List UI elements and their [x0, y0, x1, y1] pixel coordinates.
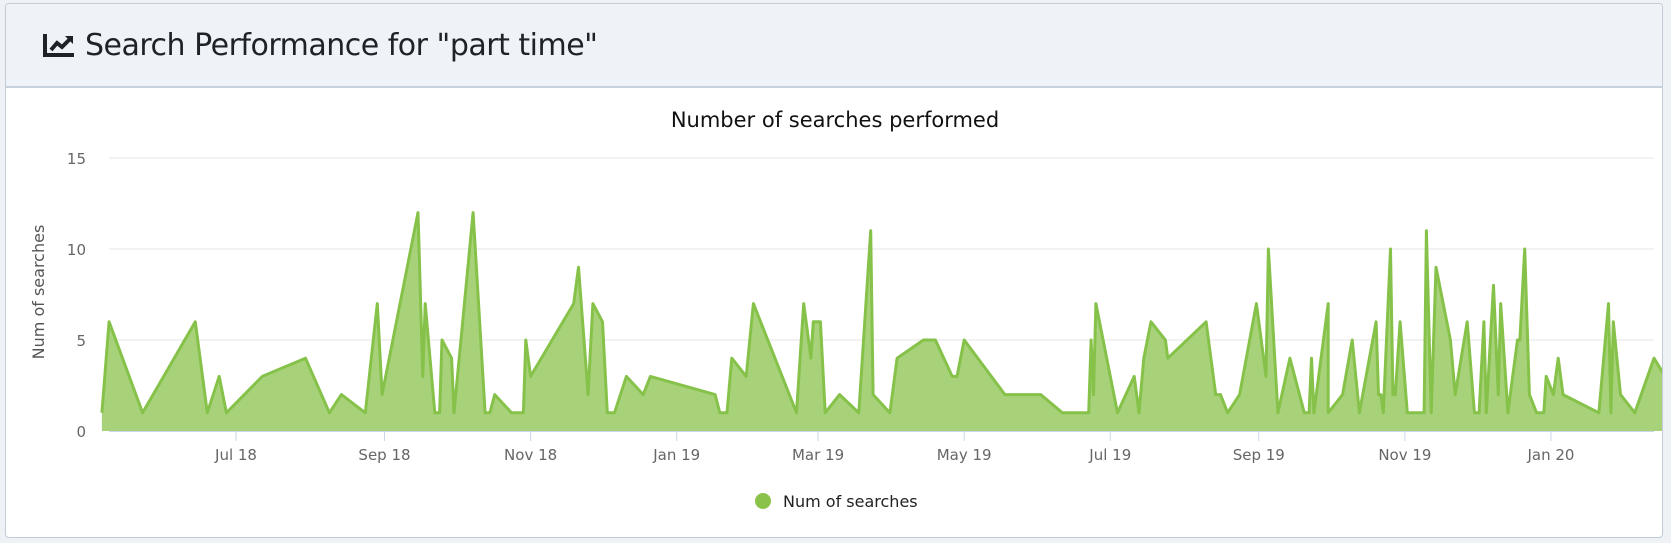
svg-text:5: 5 [76, 332, 86, 350]
x-tick-label: Jan 19 [652, 446, 700, 464]
card-header: Search Performance for "part time" [6, 4, 1662, 88]
chart-title: Number of searches performed [671, 108, 999, 132]
y-axis-ticks: 0 5 10 15 [67, 150, 86, 441]
series-area [101, 212, 1662, 431]
x-tick-label: Mar 19 [792, 446, 844, 464]
y-axis-label: Num of searches [29, 225, 48, 360]
legend-marker-icon [755, 493, 771, 509]
svg-text:0: 0 [76, 423, 86, 441]
legend-item[interactable]: Num of searches [755, 492, 918, 511]
x-tick-label: Jul 18 [214, 446, 257, 464]
series-line [100, 211, 1662, 415]
x-tick-label: Jan 20 [1527, 446, 1575, 464]
x-tick-label: May 19 [937, 446, 992, 464]
legend-label: Num of searches [783, 492, 918, 511]
chart-gridlines [109, 157, 1654, 341]
x-tick-label: Sep 18 [358, 446, 410, 464]
chart-line-icon [42, 31, 76, 59]
x-tick-label: Jul 19 [1088, 446, 1131, 464]
chart-svg: Number of searches performed 0 5 10 15 Num … [29, 108, 1662, 511]
x-axis-ticks: Jul 18 Sep 18 Nov 18 Jan 19 Mar 19 May 19 Jul … [214, 431, 1574, 464]
svg-text:15: 15 [67, 150, 86, 168]
x-tick-label: Nov 18 [504, 446, 557, 464]
x-tick-label: Nov 19 [1378, 446, 1431, 464]
page-title: Search Performance for "part time" [85, 27, 598, 63]
x-tick-label: Sep 19 [1233, 446, 1285, 464]
search-performance-card: Search Performance for "part time" Numbe… [5, 3, 1663, 538]
svg-text:10: 10 [67, 241, 86, 259]
searches-chart: Number of searches performed 0 5 10 15 Num … [6, 90, 1662, 537]
